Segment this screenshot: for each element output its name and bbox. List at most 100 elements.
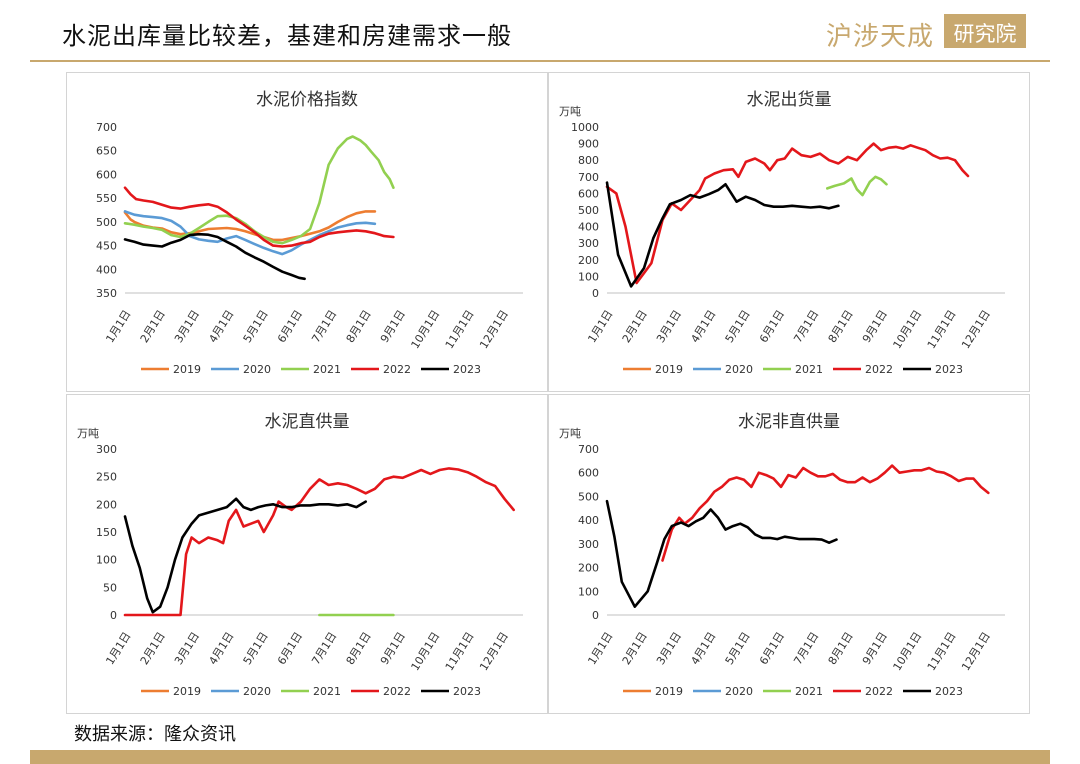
unit-label: 万吨 <box>559 105 581 118</box>
y-tick-label: 600 <box>578 187 599 200</box>
y-tick-label: 250 <box>96 471 117 484</box>
x-tick-label: 6月1日 <box>757 308 787 345</box>
y-tick-label: 700 <box>578 443 599 456</box>
x-tick-label: 9月1日 <box>378 630 408 667</box>
x-tick-label: 3月1日 <box>172 630 202 667</box>
chart-price: 水泥价格指数 350 400 450 500 550 600 650 700 1月1日 2月1日 3月… <box>96 90 523 376</box>
logo-badge-text: 研究院 <box>953 22 1017 46</box>
x-tick-label: 6月1日 <box>275 308 305 345</box>
y-tick-label: 100 <box>578 270 599 283</box>
chart-panel-shipment: 水泥出货量 万吨 0 100 200 300 400 500 600 700 800 900 1000 1… <box>548 72 1030 392</box>
y-tick-label: 600 <box>96 168 117 181</box>
legend-label-2022: 2022 <box>383 363 411 376</box>
y-tick-label: 700 <box>96 121 117 134</box>
y-tick-label: 450 <box>96 240 117 253</box>
series-line-2021 <box>826 175 888 197</box>
y-tick-label: 400 <box>578 514 599 527</box>
series-line-2023 <box>123 497 367 614</box>
legend-label-2022: 2022 <box>865 685 893 698</box>
legend-label-2022: 2022 <box>865 363 893 376</box>
y-tick-label: 650 <box>96 145 117 158</box>
y-tick-label: 300 <box>96 443 117 456</box>
series-line-2022 <box>123 186 395 248</box>
x-tick-label: 11月1日 <box>443 630 477 673</box>
y-tick-label: 50 <box>103 581 117 594</box>
legend-label-2020: 2020 <box>725 363 753 376</box>
x-tick-label: 7月1日 <box>309 630 339 667</box>
unit-label: 万吨 <box>77 427 99 440</box>
y-tick-label: 700 <box>578 171 599 184</box>
x-tick-label: 4月1日 <box>688 308 718 345</box>
x-tick-label: 2月1日 <box>138 308 168 345</box>
y-tick-label: 400 <box>96 263 117 276</box>
y-tick-label: 0 <box>592 609 599 622</box>
chart-title: 水泥非直供量 <box>738 412 840 432</box>
y-tick-label: 800 <box>578 154 599 167</box>
header-divider <box>30 60 1050 62</box>
y-tick-label: 0 <box>110 609 117 622</box>
x-tick-label: 5月1日 <box>723 630 753 667</box>
x-tick-label: 9月1日 <box>378 308 408 345</box>
unit-label: 万吨 <box>559 427 581 440</box>
series-line-2021 <box>123 135 395 245</box>
series-line-2023 <box>605 499 838 608</box>
x-tick-label: 3月1日 <box>654 308 684 345</box>
legend-label-2023: 2023 <box>453 685 481 698</box>
x-tick-label: 8月1日 <box>344 630 374 667</box>
legend-label-2022: 2022 <box>383 685 411 698</box>
y-tick-label: 900 <box>578 138 599 151</box>
y-tick-label: 300 <box>578 237 599 250</box>
x-tick-label: 2月1日 <box>138 630 168 667</box>
series-line-2023 <box>123 232 306 281</box>
x-tick-label: 7月1日 <box>309 308 339 345</box>
x-tick-label: 10月1日 <box>409 630 443 673</box>
y-tick-label: 150 <box>96 526 117 539</box>
x-tick-label: 8月1日 <box>826 630 856 667</box>
logo-text: 沪涉天成 <box>826 22 935 52</box>
x-tick-label: 1月1日 <box>103 308 133 345</box>
x-tick-label: 5月1日 <box>241 308 271 345</box>
y-tick-label: 100 <box>578 585 599 598</box>
y-tick-label: 500 <box>578 204 599 217</box>
data-source-note: 数据来源：隆众资讯 <box>74 724 236 745</box>
legend-label-2020: 2020 <box>243 363 271 376</box>
x-tick-label: 3月1日 <box>172 308 202 345</box>
chart-title: 水泥出货量 <box>747 90 832 110</box>
y-tick-label: 600 <box>578 467 599 480</box>
series-line-2019 <box>123 210 377 242</box>
series-line-2023 <box>605 181 840 288</box>
y-tick-label: 400 <box>578 221 599 234</box>
x-tick-label: 8月1日 <box>344 308 374 345</box>
y-tick-label: 350 <box>96 287 117 300</box>
x-tick-label: 2月1日 <box>620 630 650 667</box>
legend-label-2019: 2019 <box>655 363 683 376</box>
x-tick-label: 10月1日 <box>409 308 443 351</box>
x-tick-label: 10月1日 <box>891 630 925 673</box>
series-line-2022 <box>661 464 990 562</box>
legend-label-2020: 2020 <box>243 685 271 698</box>
x-tick-label: 10月1日 <box>891 308 925 351</box>
series-line-2020 <box>123 210 377 256</box>
chart-panel-direct: 水泥直供量 万吨 0 50 100 150 200 250 300 1月1日 2月1日 3月1日 4月1… <box>66 394 548 714</box>
legend-label-2021: 2021 <box>313 363 341 376</box>
legend-label-2019: 2019 <box>173 363 201 376</box>
x-tick-label: 8月1日 <box>826 308 856 345</box>
y-tick-label: 300 <box>578 538 599 551</box>
footer-bar <box>30 750 1050 764</box>
y-tick-label: 500 <box>578 490 599 503</box>
legend-label-2019: 2019 <box>173 685 201 698</box>
x-tick-label: 12月1日 <box>959 308 993 351</box>
legend-label-2019: 2019 <box>655 685 683 698</box>
chart-panel-nondirect: 水泥非直供量 万吨 0 100 200 300 400 500 600 700 1月1日 2月1日 3月… <box>548 394 1030 714</box>
y-tick-label: 200 <box>96 498 117 511</box>
y-tick-label: 200 <box>578 254 599 267</box>
x-tick-label: 7月1日 <box>791 308 821 345</box>
legend-label-2023: 2023 <box>935 685 963 698</box>
x-tick-label: 1月1日 <box>585 630 615 667</box>
x-tick-label: 5月1日 <box>723 308 753 345</box>
x-tick-label: 11月1日 <box>443 308 477 351</box>
x-tick-label: 9月1日 <box>860 630 890 667</box>
legend-label-2021: 2021 <box>795 685 823 698</box>
